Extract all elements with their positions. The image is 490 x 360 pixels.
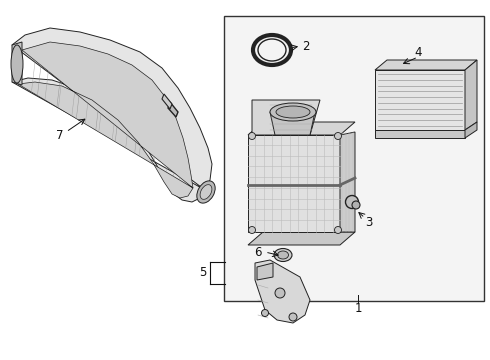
Polygon shape (340, 132, 355, 232)
Text: 6: 6 (254, 246, 262, 258)
Polygon shape (375, 60, 477, 70)
Text: 5: 5 (198, 266, 206, 279)
Ellipse shape (270, 103, 316, 121)
Polygon shape (465, 122, 477, 138)
Polygon shape (248, 135, 340, 232)
Polygon shape (257, 263, 273, 280)
Ellipse shape (200, 185, 212, 199)
Ellipse shape (11, 45, 23, 83)
Ellipse shape (197, 181, 215, 203)
Text: 1: 1 (354, 302, 362, 315)
Polygon shape (12, 28, 212, 202)
Ellipse shape (275, 288, 285, 298)
Polygon shape (375, 130, 465, 138)
Ellipse shape (289, 313, 297, 321)
Ellipse shape (352, 201, 360, 209)
Polygon shape (162, 94, 172, 109)
Polygon shape (375, 70, 465, 130)
Polygon shape (12, 42, 22, 85)
Ellipse shape (276, 106, 310, 118)
Polygon shape (255, 260, 310, 323)
Text: 7: 7 (56, 129, 64, 141)
Ellipse shape (248, 226, 255, 234)
Ellipse shape (248, 132, 255, 140)
Ellipse shape (335, 132, 342, 140)
Ellipse shape (345, 195, 359, 208)
Polygon shape (18, 42, 193, 198)
Bar (224, 16, 484, 301)
Text: 3: 3 (365, 216, 372, 229)
Polygon shape (248, 122, 355, 135)
Polygon shape (465, 60, 477, 130)
Ellipse shape (335, 226, 342, 234)
Polygon shape (270, 112, 315, 135)
Polygon shape (252, 100, 320, 135)
Polygon shape (248, 232, 355, 245)
Ellipse shape (274, 248, 292, 261)
Text: 2: 2 (302, 40, 310, 53)
Ellipse shape (258, 39, 286, 61)
Text: 4: 4 (414, 45, 422, 59)
Ellipse shape (262, 310, 269, 316)
Ellipse shape (277, 251, 289, 259)
Polygon shape (168, 102, 178, 117)
